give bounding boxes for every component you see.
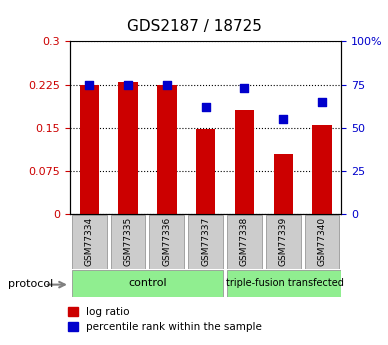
Text: control: control <box>128 278 167 288</box>
Text: triple-fusion transfected: triple-fusion transfected <box>226 278 344 288</box>
Point <box>164 82 170 87</box>
FancyBboxPatch shape <box>72 215 107 269</box>
Point <box>319 99 325 105</box>
Point <box>241 85 248 91</box>
Point <box>86 82 92 87</box>
Text: GSM77336: GSM77336 <box>162 217 171 266</box>
Text: protocol: protocol <box>8 279 53 288</box>
Point <box>125 82 131 87</box>
Legend: log ratio, percentile rank within the sample: log ratio, percentile rank within the sa… <box>63 302 267 336</box>
Text: GSM77340: GSM77340 <box>317 217 327 266</box>
Bar <box>235 110 254 214</box>
FancyBboxPatch shape <box>111 215 146 269</box>
Bar <box>157 85 177 214</box>
FancyBboxPatch shape <box>305 215 340 269</box>
FancyBboxPatch shape <box>227 270 343 297</box>
Bar <box>196 129 215 214</box>
Bar <box>118 82 138 214</box>
Text: GDS2187 / 18725: GDS2187 / 18725 <box>126 19 262 34</box>
FancyBboxPatch shape <box>227 215 262 269</box>
Text: GSM77337: GSM77337 <box>201 217 210 266</box>
Point <box>203 104 209 110</box>
Bar <box>274 154 293 214</box>
FancyBboxPatch shape <box>149 215 184 269</box>
Bar <box>80 85 99 214</box>
Text: GSM77339: GSM77339 <box>279 217 288 266</box>
FancyBboxPatch shape <box>266 215 301 269</box>
Bar <box>312 125 332 214</box>
FancyBboxPatch shape <box>188 215 223 269</box>
Text: GSM77338: GSM77338 <box>240 217 249 266</box>
Text: GSM77334: GSM77334 <box>85 217 94 266</box>
FancyBboxPatch shape <box>72 270 223 297</box>
Point <box>280 116 286 122</box>
Text: GSM77335: GSM77335 <box>123 217 133 266</box>
